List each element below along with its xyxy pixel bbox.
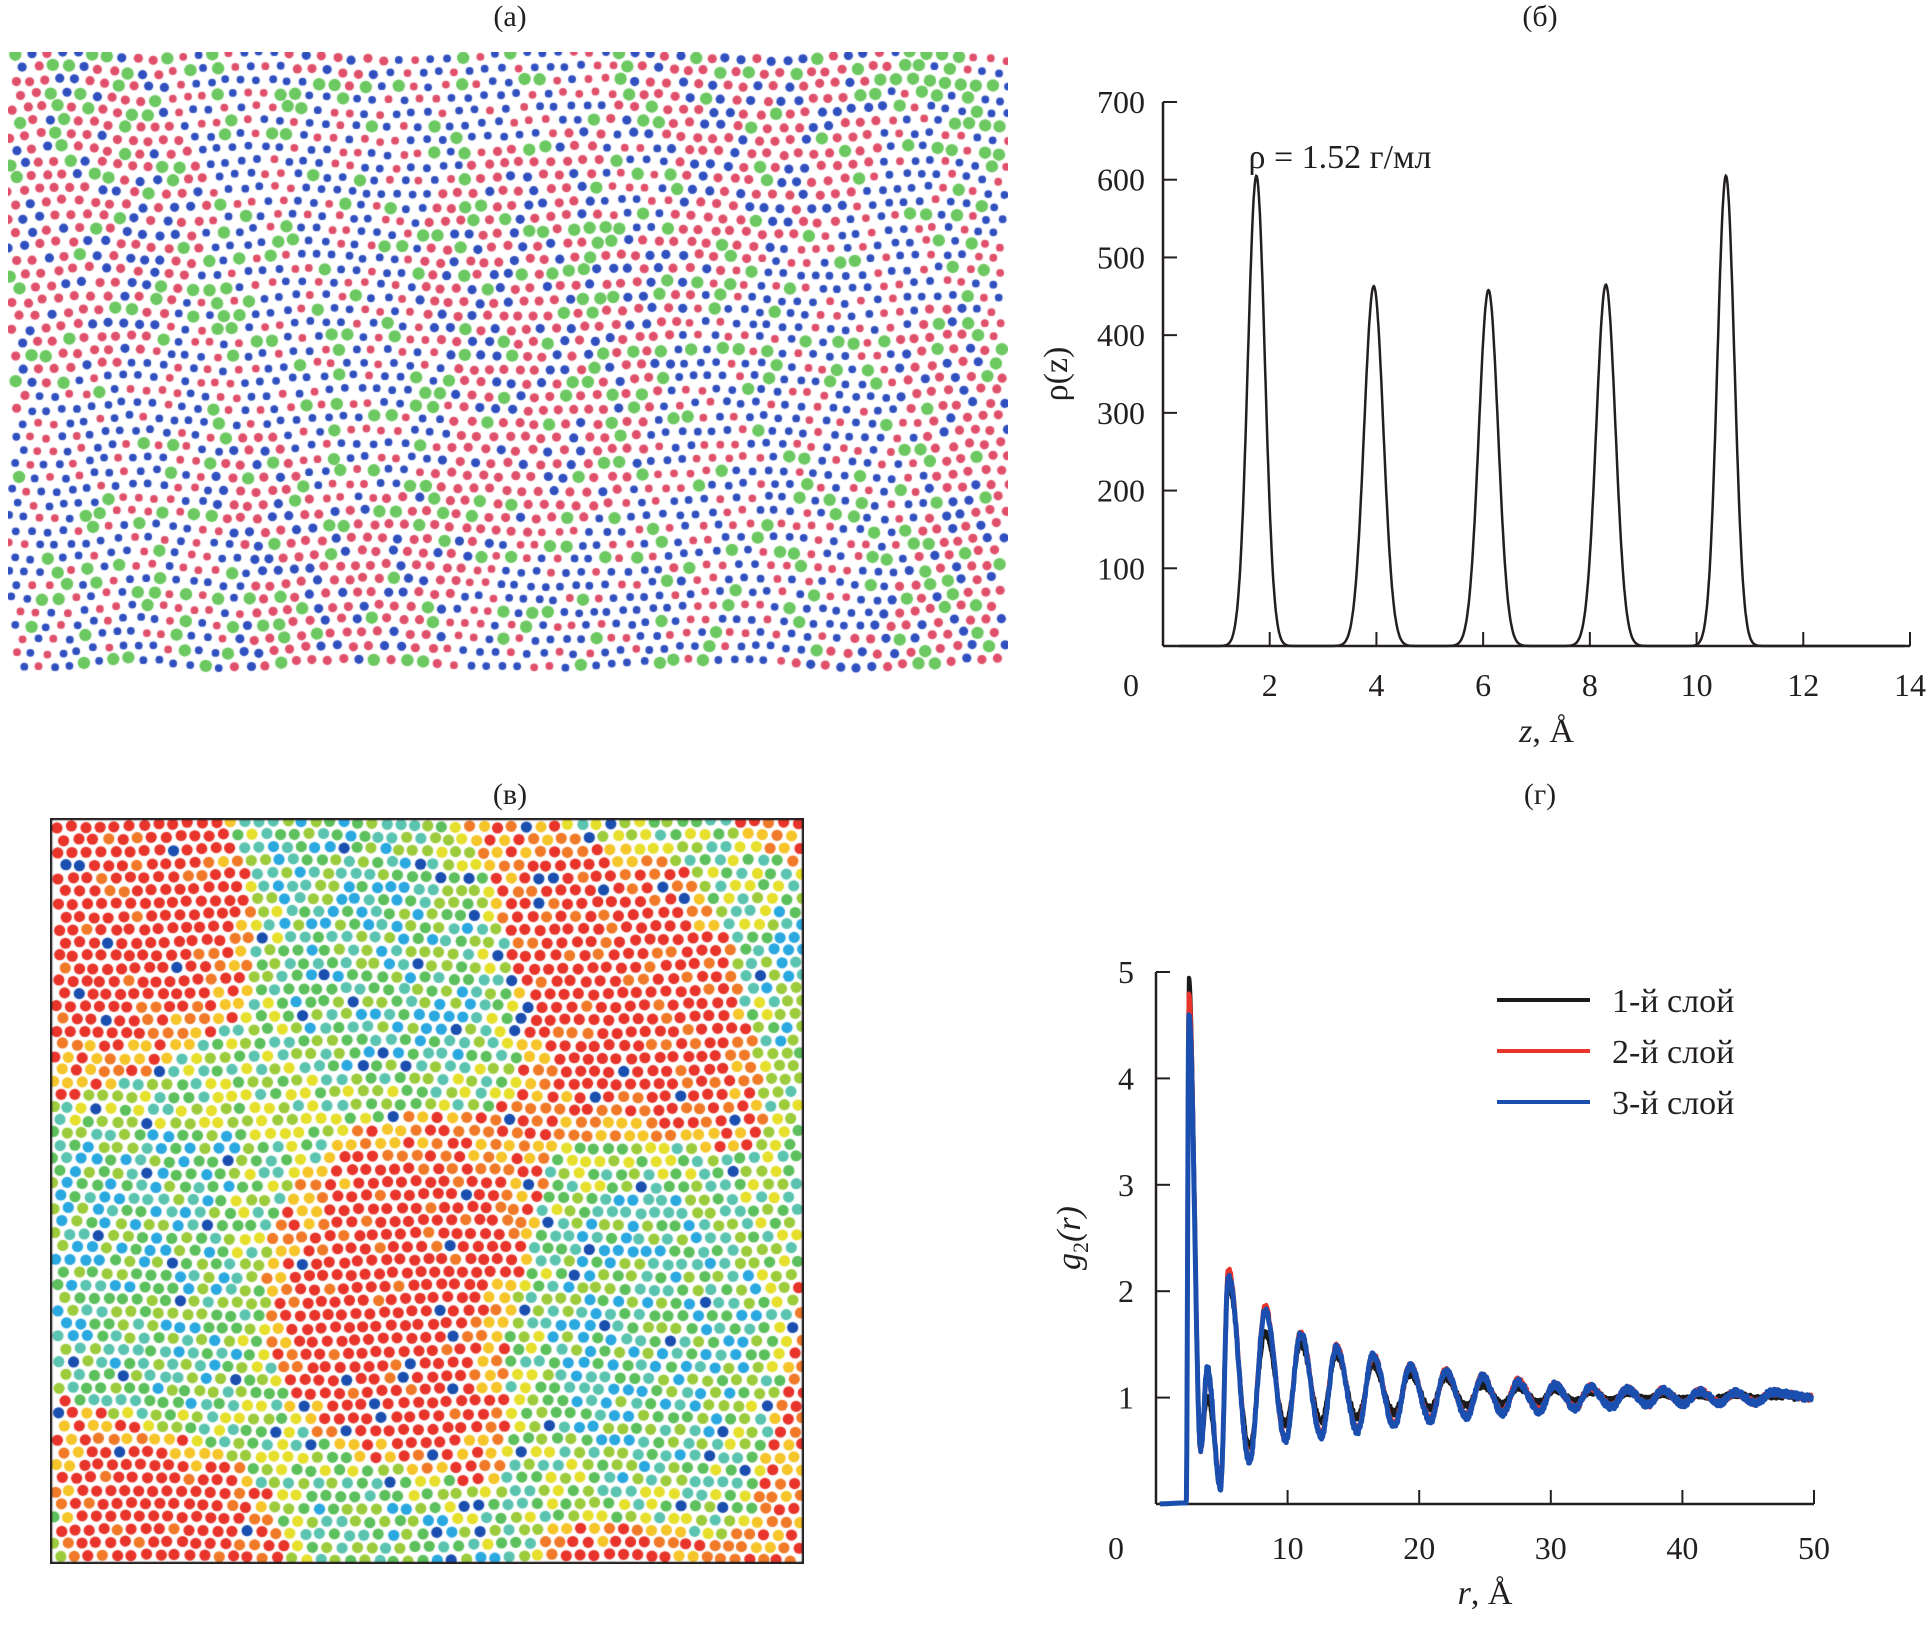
legend-label-1: 1-й слой <box>1612 983 1734 1020</box>
y-tick-label-g: 2 <box>1118 1273 1134 1309</box>
x-tick-label-b: 4 <box>1368 667 1384 703</box>
rdf-curve-2 <box>1158 991 1814 1507</box>
x-tick-label-b: 10 <box>1681 667 1713 703</box>
panel-label-b: (б) <box>1522 0 1558 33</box>
x-tick-label-b: 12 <box>1787 667 1819 703</box>
x-axis-label-g: r, Å <box>1458 1575 1513 1612</box>
x-tick-label-g: 30 <box>1535 1530 1567 1566</box>
y-tick-label-g: 5 <box>1118 954 1134 990</box>
y-tick-label-g: 1 <box>1118 1380 1134 1416</box>
y-tick-label-b: 400 <box>1097 317 1145 353</box>
x-tick-label-b: 2 <box>1262 667 1278 703</box>
x-tick-label-g: 10 <box>1272 1530 1304 1566</box>
x-tick-label-b: 14 <box>1894 667 1926 703</box>
y-tick-label-b: 200 <box>1097 473 1145 509</box>
legend-label-3: 3-й слой <box>1612 1085 1734 1122</box>
y-tick-label-b: 500 <box>1097 239 1145 275</box>
x-axis-label-b: z, Å <box>1518 713 1574 750</box>
x-tick-label-g: 40 <box>1666 1530 1698 1566</box>
annotation-density: ρ = 1.52 г/мл <box>1248 139 1431 176</box>
y-tick-label-b: 600 <box>1097 162 1145 198</box>
snapshot-v-order-map <box>50 818 804 1564</box>
y-tick-label-g: 3 <box>1118 1167 1134 1203</box>
x-tick-label-g: 0 <box>1108 1530 1124 1566</box>
density-curve <box>1179 173 1905 648</box>
panel-label-v: (в) <box>492 778 528 811</box>
x-tick-label-g: 20 <box>1403 1530 1435 1566</box>
y-tick-label-b: 100 <box>1097 550 1145 586</box>
x-tick-label-g: 50 <box>1798 1530 1830 1566</box>
x-tick-label-b: 8 <box>1582 667 1598 703</box>
rdf-curve-3 <box>1157 1012 1814 1507</box>
y-axis-label-g: g2(r) <box>1051 1206 1093 1270</box>
x-tick-label-b: 6 <box>1475 667 1491 703</box>
rdf-curve-1 <box>1158 975 1814 1506</box>
y-tick-label-b: 300 <box>1097 395 1145 431</box>
panel-label-a: (а) <box>493 0 527 33</box>
snapshot-a-particle-map <box>8 52 1008 674</box>
legend-label-2: 2-й слой <box>1612 1034 1734 1071</box>
y-tick-label-g: 4 <box>1118 1060 1134 1096</box>
y-axis-label-b: ρ(z) <box>1038 347 1075 402</box>
y-tick-label-b: 700 <box>1097 84 1145 120</box>
x-tick-label-b: 0 <box>1123 667 1139 703</box>
panel-label-g: (г) <box>1523 778 1557 811</box>
